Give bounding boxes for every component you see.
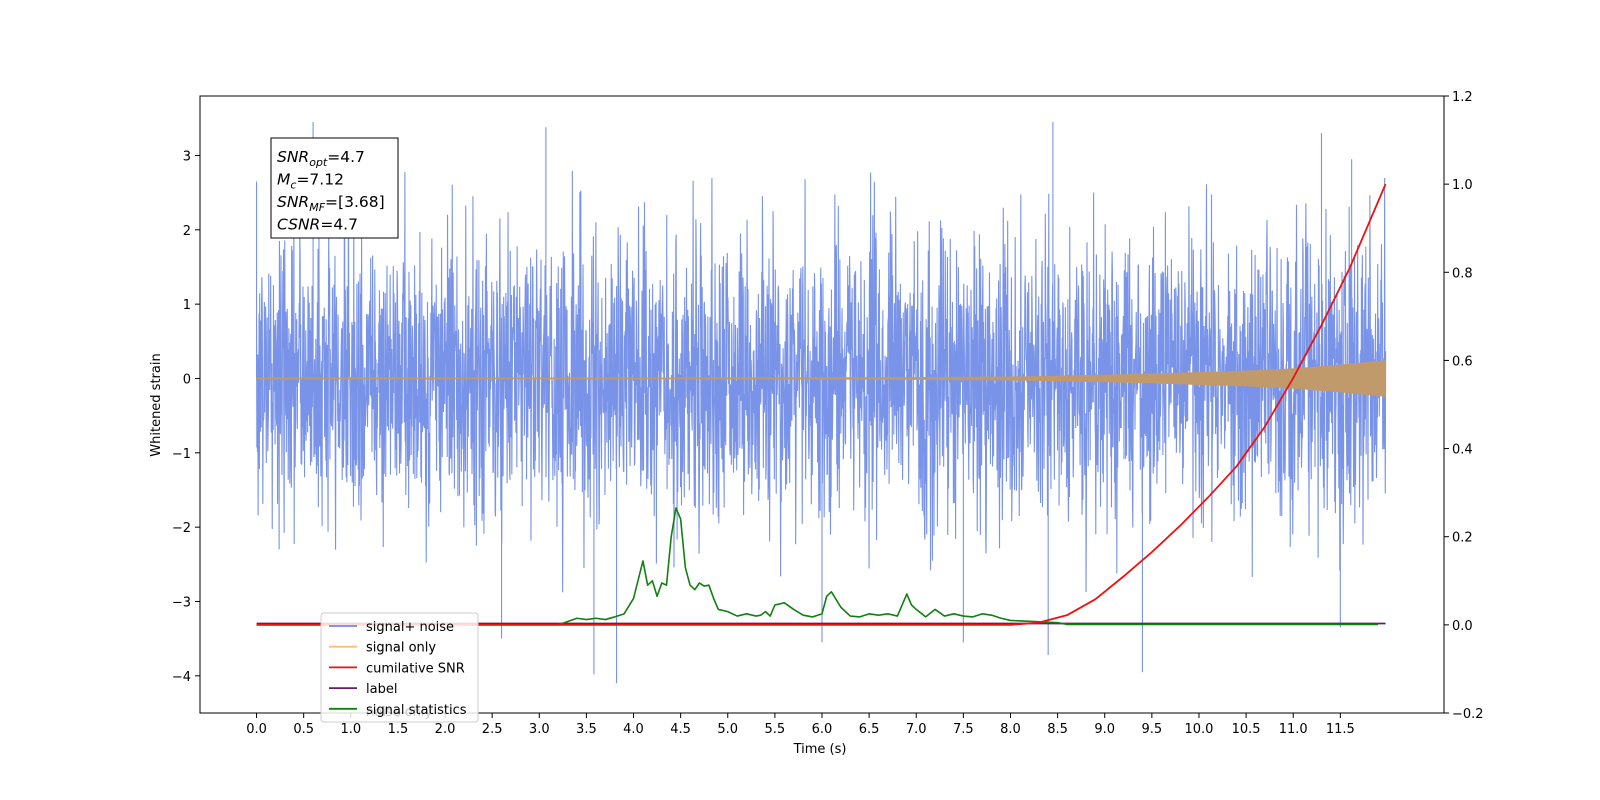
legend-frame xyxy=(320,612,479,723)
y2-tick-label: 0.2 xyxy=(1452,531,1473,546)
info-line-value: =7.12 xyxy=(296,171,344,189)
x-tick-label: 8.5 xyxy=(1047,722,1068,737)
x-tick-label: 7.5 xyxy=(953,722,974,737)
y-tick-label: −3 xyxy=(172,595,191,610)
legend-entry: label xyxy=(366,682,397,697)
y-tick-label: 2 xyxy=(183,224,191,239)
legend: signal only noise only signal+ noise signal… xyxy=(320,612,479,723)
x-tick-label: 2.0 xyxy=(435,722,456,737)
x-tick-label: 0.0 xyxy=(246,722,267,737)
x-tick-label: 5.0 xyxy=(717,722,738,737)
legend-entry: signal+ noise xyxy=(366,620,454,635)
x-tick-label: 4.5 xyxy=(670,722,691,737)
series-cumulative-snr xyxy=(256,183,1387,626)
x-tick-label: 1.0 xyxy=(340,722,361,737)
x-tick-label: 2.5 xyxy=(482,722,503,737)
info-box-frame xyxy=(270,137,399,239)
info-line-value: =[3.68] xyxy=(325,193,385,211)
x-axis-label: Time (s) xyxy=(793,742,847,757)
info-line-subscript: MF xyxy=(309,201,325,214)
y-tick-label: 1 xyxy=(183,298,191,313)
x-tick-label: 6.5 xyxy=(859,722,880,737)
info-line: CSNR=4.7 xyxy=(277,216,358,234)
legend-ghost-text: signal only xyxy=(366,640,436,655)
legend-ghost-text: noise only xyxy=(366,705,433,720)
info-line: Mc=7.12 xyxy=(277,171,344,192)
legend-entry: signal statistics xyxy=(366,703,467,718)
y2-tick-label: 0.8 xyxy=(1452,266,1473,281)
y2-tick-label: 0.4 xyxy=(1452,443,1473,458)
y-tick-label: −1 xyxy=(172,447,191,462)
info-line: SNRopt=4.7 xyxy=(277,148,365,169)
y-axis-label: Whitened strain xyxy=(149,353,164,456)
info-line-base: SNR xyxy=(277,193,309,211)
x-tick-label: 6.0 xyxy=(812,722,833,737)
x-tick-label: 9.0 xyxy=(1094,722,1115,737)
info-line-base: M xyxy=(277,171,290,189)
x-tick-label: 5.5 xyxy=(765,722,786,737)
y2-tick-label: 0.0 xyxy=(1452,619,1473,634)
legend-entry: signal only xyxy=(366,641,436,656)
y-tick-label: 0 xyxy=(183,372,191,387)
series-signal-only xyxy=(256,360,1387,397)
x-tick-label: 11.5 xyxy=(1326,722,1355,737)
y2-tick-label: 1.0 xyxy=(1452,178,1473,193)
info-line-subscript: opt xyxy=(309,156,328,169)
x-tick-label: 9.5 xyxy=(1142,722,1163,737)
series-signal-statistics xyxy=(256,507,1379,626)
x-tick-label: 8.0 xyxy=(1000,722,1021,737)
info-line-value: =4.7 xyxy=(327,148,365,166)
x-tick-label: 3.5 xyxy=(576,722,597,737)
x-tick-label: 10.0 xyxy=(1184,722,1213,737)
x-tick-label: 7.0 xyxy=(906,722,927,737)
x-tick-label: 0.5 xyxy=(293,722,314,737)
y-tick-label: −2 xyxy=(172,521,191,536)
y2-tick-label: 0.6 xyxy=(1452,354,1473,369)
info-line-base: SNR xyxy=(277,148,309,166)
info-line-base: CSNR xyxy=(277,216,320,234)
y2-tick-label: 1.2 xyxy=(1452,90,1473,105)
x-tick-label: 11.0 xyxy=(1279,722,1308,737)
y2-tick-label: −0.2 xyxy=(1452,707,1484,722)
x-tick-label: 3.0 xyxy=(529,722,550,737)
info-line-value: =4.7 xyxy=(320,216,358,234)
x-tick-label: 1.5 xyxy=(388,722,409,737)
legend-entry: cumilative SNR xyxy=(366,661,465,676)
info-line: SNRMF=[3.68] xyxy=(277,193,385,214)
x-tick-label: 4.0 xyxy=(623,722,644,737)
series-signal-noise xyxy=(256,122,1387,684)
x-tick-label: 10.5 xyxy=(1232,722,1261,737)
info-line-subscript: c xyxy=(290,179,296,192)
y-tick-label: −4 xyxy=(172,670,191,685)
y-tick-label: 3 xyxy=(183,149,191,164)
